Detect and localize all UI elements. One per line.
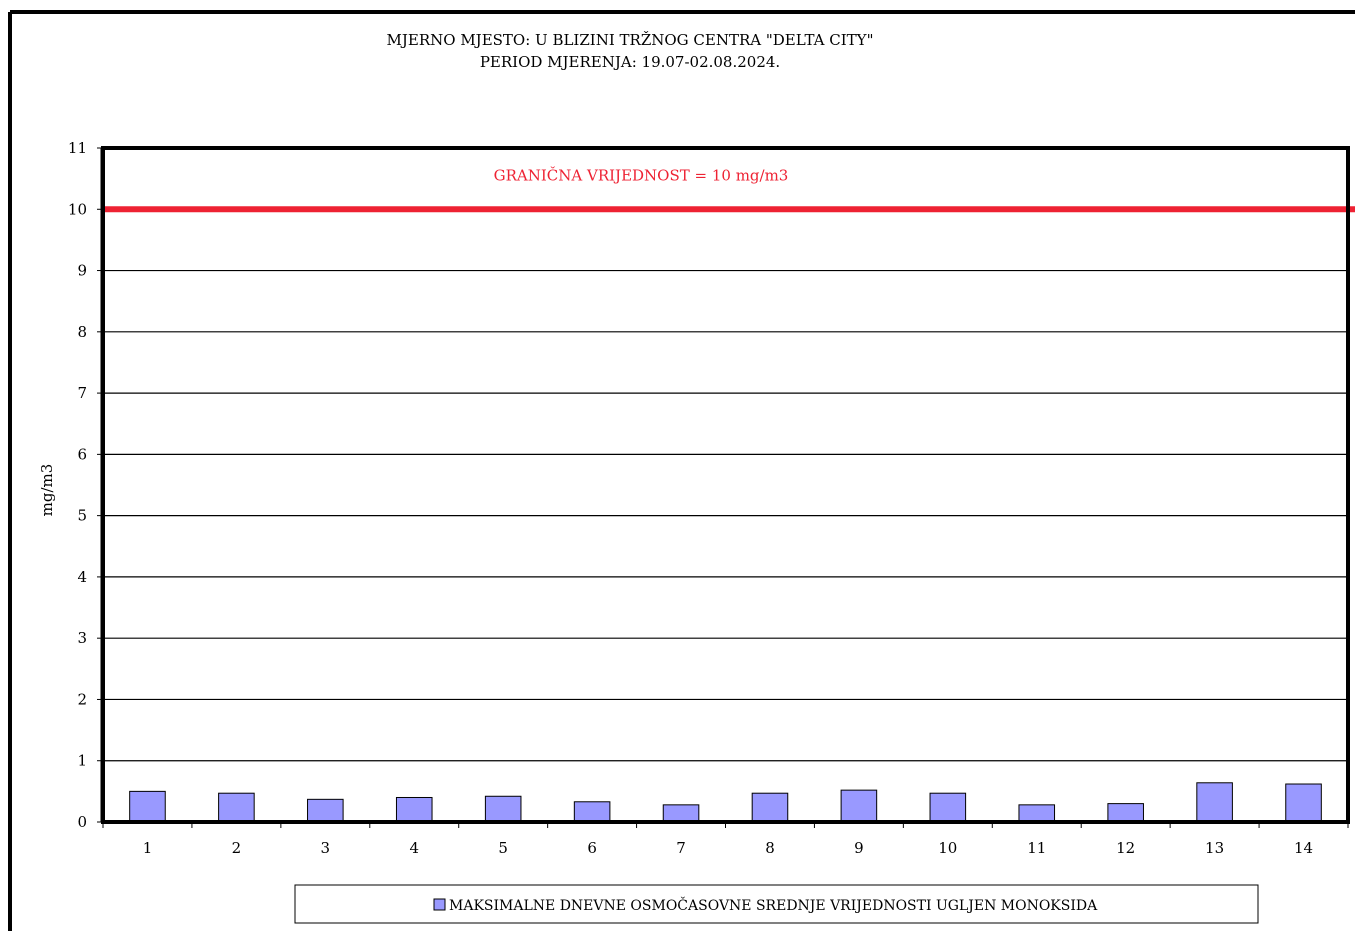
bar <box>218 792 255 823</box>
bar <box>129 790 166 823</box>
bar <box>573 801 611 823</box>
y-tick-label: 11 <box>68 139 87 157</box>
bar <box>840 789 878 823</box>
x-tick-label: 2 <box>232 839 242 857</box>
y-tick-label: 10 <box>68 200 87 218</box>
y-tick-label: 2 <box>77 690 87 708</box>
bar <box>751 792 789 823</box>
bar <box>1018 804 1056 823</box>
bar <box>929 792 967 823</box>
x-tick-label: 3 <box>321 839 331 857</box>
bar <box>484 795 522 823</box>
legend-box <box>294 884 1259 924</box>
bar <box>1196 782 1233 823</box>
chart-subtitle: PERIOD MJERENJA: 19.07-02.08.2024. <box>480 53 780 71</box>
y-tick-label: 0 <box>77 813 87 831</box>
x-tick-label: 4 <box>409 839 419 857</box>
y-tick-label: 6 <box>77 445 87 463</box>
x-tick-label: 1 <box>143 839 153 857</box>
x-tick-label: 10 <box>938 839 957 857</box>
x-tick-label: 13 <box>1205 839 1224 857</box>
x-tick-label: 14 <box>1294 839 1313 857</box>
plot-area-border <box>101 146 1350 824</box>
grid-lines <box>103 208 1348 762</box>
y-tick-label: 4 <box>77 568 87 586</box>
bar <box>1107 803 1144 823</box>
y-axis-label: mg/m3 <box>38 464 56 517</box>
x-tick-label: 8 <box>765 839 775 857</box>
x-tick-label: 6 <box>587 839 597 857</box>
limit-line-label: GRANIČNA VRIJEDNOST = 10 mg/m3 <box>494 166 789 184</box>
y-axis-ticks: 0 1 2 3 4 5 6 7 8 9 10 11 <box>68 139 103 831</box>
legend-swatch <box>433 898 446 911</box>
legend-label: MAKSIMALNE DNEVNE OSMOČASOVNE SREDNJE VR… <box>449 896 1098 914</box>
y-tick-label: 1 <box>77 752 87 770</box>
y-tick-label: 5 <box>77 507 87 525</box>
x-axis-ticks: 1 2 3 4 5 6 7 8 9 10 11 12 13 14 <box>102 822 1349 857</box>
y-tick-label: 8 <box>77 323 87 341</box>
chart-title: MJERNO MJESTO: U BLIZINI TRŽNOG CENTRA "… <box>387 31 874 49</box>
bar <box>1285 783 1322 823</box>
bars <box>129 782 1322 823</box>
bar <box>662 804 700 823</box>
bar <box>307 798 344 823</box>
x-tick-label: 12 <box>1116 839 1135 857</box>
y-tick-label: 9 <box>77 262 87 280</box>
y-tick-label: 7 <box>77 384 87 402</box>
x-tick-label: 11 <box>1027 839 1046 857</box>
y-tick-label: 3 <box>77 629 87 647</box>
x-tick-label: 5 <box>498 839 508 857</box>
x-tick-label: 9 <box>854 839 864 857</box>
bar <box>395 796 433 823</box>
x-tick-label: 7 <box>676 839 686 857</box>
